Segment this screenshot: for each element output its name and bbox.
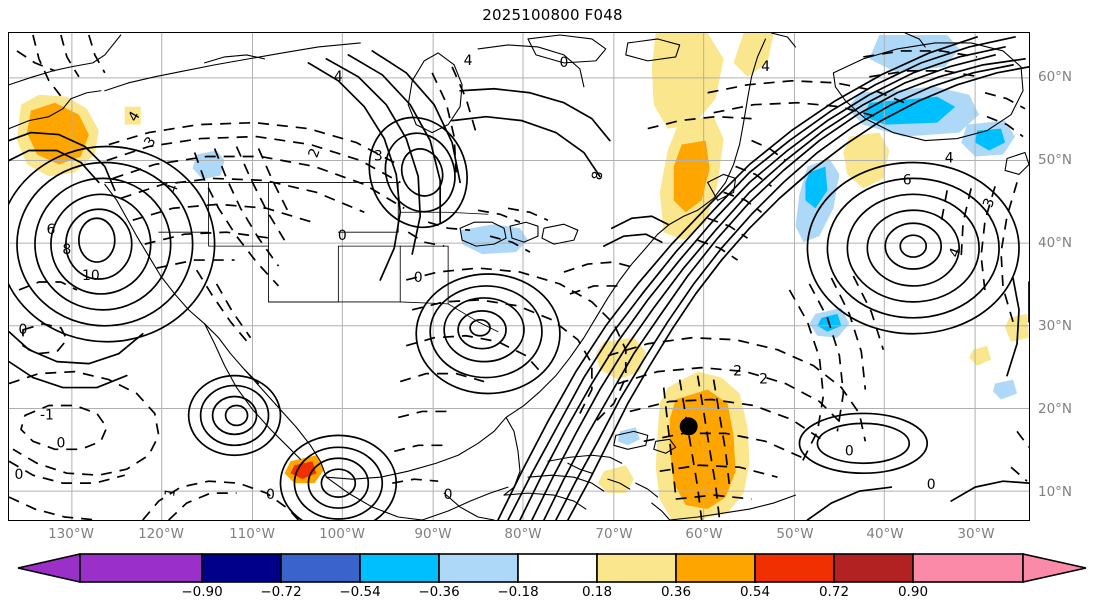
lon-tick-label-6: 70°W [595, 526, 633, 542]
colorbar-tick-label-0: −0.90 [181, 584, 223, 600]
page-title: 2025100800 F048 [482, 6, 623, 24]
svg-text:0: 0 [927, 477, 936, 493]
colorbar-segment[interactable] [280, 553, 361, 583]
shade-region [869, 34, 960, 73]
lon-tick-label-9: 40°W [866, 526, 904, 542]
lon-tick-label-3: 100°W [319, 526, 365, 542]
svg-text:0: 0 [19, 322, 28, 338]
shade-region [192, 150, 225, 180]
colorbar-segment[interactable] [754, 553, 835, 583]
colorbar-tick-label-7: 0.54 [739, 584, 771, 600]
colorbar-tick-label-8: 0.72 [818, 584, 850, 600]
svg-text:8: 8 [589, 170, 606, 182]
svg-text:3: 3 [374, 148, 383, 164]
colorbar-extend-min[interactable] [17, 553, 81, 583]
lat-tick-label-4: 50°N [1038, 152, 1073, 168]
shade-region [595, 337, 646, 380]
svg-text:0: 0 [845, 443, 854, 459]
shade-region [673, 140, 710, 213]
svg-text:1: 1 [162, 487, 179, 499]
colorbar-segment[interactable] [438, 553, 519, 583]
colorbar-segment[interactable] [912, 553, 1024, 583]
lon-tick-label-2: 110°W [229, 526, 275, 542]
svg-text:2: 2 [733, 364, 742, 380]
map-panel: 4 3 4 6 8 10 4 4 3 2 0 8 4 4 3 6 4 [8, 32, 1030, 521]
storm-center-dot [679, 417, 698, 436]
shade-region [460, 224, 528, 255]
lat-tick-label-3: 40°N [1038, 235, 1073, 251]
svg-text:4: 4 [945, 150, 954, 166]
shade-region [40, 122, 71, 149]
svg-text:4: 4 [464, 53, 473, 69]
lon-tick-label-5: 80°W [504, 526, 542, 542]
svg-text:4: 4 [761, 59, 770, 75]
shade-region [975, 128, 1006, 151]
svg-text:0: 0 [266, 487, 275, 503]
colorbar-segment[interactable] [833, 553, 914, 583]
coastline-layer [9, 33, 1029, 520]
svg-text:4: 4 [334, 69, 343, 85]
colorbar-tick-label-4: −0.18 [497, 584, 539, 600]
shade-region [993, 379, 1018, 400]
colorbar-segment[interactable] [201, 553, 282, 583]
svg-text:0: 0 [414, 270, 423, 286]
colorbar-segment[interactable] [359, 553, 440, 583]
svg-text:0: 0 [444, 487, 453, 503]
shade-region [651, 33, 724, 129]
svg-text:2: 2 [759, 372, 768, 388]
lon-tick-label-1: 120°W [138, 526, 184, 542]
colorbar-canvas[interactable] [8, 553, 1098, 583]
svg-text:6: 6 [46, 222, 55, 238]
colorbar-tick-label-3: −0.36 [418, 584, 460, 600]
colorbar[interactable] [8, 553, 1098, 583]
dashed-contour-layer [9, 34, 1029, 520]
svg-text:8: 8 [62, 242, 71, 258]
lat-tick-label-1: 20°N [1038, 401, 1073, 417]
colorbar-tick-label-9: 0.90 [897, 584, 929, 600]
lon-tick-label-10: 30°W [957, 526, 995, 542]
svg-text:6: 6 [903, 172, 912, 188]
svg-text:0: 0 [56, 435, 65, 451]
lon-tick-label-8: 50°W [776, 526, 814, 542]
colorbar-segment[interactable] [79, 553, 203, 583]
lat-tick-label-2: 30°N [1038, 318, 1073, 334]
colorbar-segment[interactable] [596, 553, 677, 583]
lon-tick-label-4: 90°W [414, 526, 452, 542]
svg-text:-1: -1 [40, 407, 54, 423]
lon-tick-label-7: 60°W [685, 526, 723, 542]
lat-tick-label-5: 60°N [1038, 69, 1073, 85]
colorbar-tick-label-2: −0.54 [339, 584, 381, 600]
contour-label-layer: 4 3 4 6 8 10 4 4 3 2 0 8 4 4 3 6 4 [15, 53, 999, 503]
svg-text:0: 0 [15, 467, 24, 483]
lon-tick-label-0: 130°W [48, 526, 94, 542]
colorbar-segment-zero[interactable] [517, 553, 598, 583]
shading-layer [16, 33, 1029, 520]
colorbar-segment[interactable] [675, 553, 756, 583]
svg-text:0: 0 [338, 228, 347, 244]
map-canvas: 4 3 4 6 8 10 4 4 3 2 0 8 4 4 3 6 4 [9, 33, 1029, 520]
shade-region [969, 345, 992, 366]
svg-text:10: 10 [82, 268, 100, 284]
colorbar-segments[interactable] [17, 553, 1087, 583]
svg-text:4: 4 [164, 182, 182, 196]
lat-tick-label-0: 10°N [1038, 484, 1073, 500]
colorbar-tick-label-1: −0.72 [260, 584, 302, 600]
colorbar-extend-max[interactable] [1022, 553, 1087, 583]
shade-region [1005, 313, 1029, 342]
shade-region [617, 427, 640, 446]
colorbar-tick-label-5: 0.18 [581, 584, 613, 600]
colorbar-tick-label-6: 0.36 [660, 584, 692, 600]
svg-text:0: 0 [559, 55, 568, 71]
shade-region [805, 166, 828, 209]
